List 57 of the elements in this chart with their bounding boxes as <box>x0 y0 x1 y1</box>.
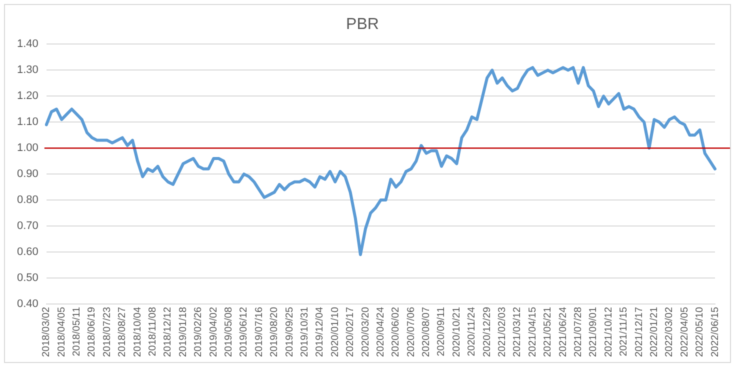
x-tick-label: 2020/10/21 <box>451 306 462 358</box>
y-tick-label: 1.30 <box>16 64 38 76</box>
x-tick-label: 2021/04/15 <box>527 306 538 358</box>
x-tick-label: 2019/07/16 <box>254 306 265 358</box>
x-tick-label: 2018/05/11 <box>72 306 83 356</box>
x-tick-label: 2019/05/08 <box>224 306 234 358</box>
x-tick-label: 2022/01/21 <box>648 306 660 358</box>
x-tick-label: 2021/05/21 <box>542 306 554 358</box>
y-tick-label: 1.00 <box>16 142 38 154</box>
x-tick-label: 2019/08/20 <box>269 306 280 358</box>
y-tick-label: 1.20 <box>16 90 38 102</box>
x-tick-label: 2020/06/02 <box>390 306 402 358</box>
x-tick-label: 2021/09/01 <box>588 306 600 358</box>
x-tick-label: 2021/02/03 <box>497 306 508 358</box>
x-tick-label: 2019/09/25 <box>284 306 296 358</box>
chart-title: PBR <box>346 16 379 34</box>
y-tick-label: 1.40 <box>16 38 38 50</box>
x-tick-label: 2022/05/10 <box>694 306 706 358</box>
x-tick-label: 2019/02/26 <box>193 306 204 358</box>
x-tick-label: 2018/12/12 <box>162 306 174 358</box>
y-tick-label: 0.40 <box>16 298 38 310</box>
x-tick-label: 2020/12/29 <box>482 306 493 358</box>
y-tick-label: 0.70 <box>16 220 38 232</box>
x-tick-label: 2019/01/18 <box>178 306 189 358</box>
y-tick-label: 0.50 <box>16 272 38 284</box>
x-tick-label: 2021/11/15 <box>618 306 630 356</box>
x-tick-label: 2021/03/12 <box>512 306 524 358</box>
x-tick-label: 2020/11/24 <box>466 306 478 356</box>
x-tick-label: 2020/07/06 <box>406 306 417 358</box>
x-tick-label: 2020/03/20 <box>360 306 372 358</box>
x-tick-label: 2018/03/02 <box>41 306 52 358</box>
x-tick-label: 2020/08/07 <box>421 306 432 358</box>
y-tick-label: 0.90 <box>16 168 38 180</box>
x-tick-label: 2021/06/24 <box>558 306 569 358</box>
x-tick-label: 2018/08/27 <box>117 306 128 358</box>
x-tick-label: 2021/12/17 <box>634 306 645 358</box>
x-tick-label: 2018/11/08 <box>148 306 159 356</box>
y-tick-label: 1.10 <box>16 116 38 128</box>
x-tick-label: 2018/04/05 <box>56 306 68 358</box>
x-tick-label: 2022/04/05 <box>679 306 690 358</box>
x-tick-label: 2018/07/23 <box>102 306 113 358</box>
x-tick-label: 2020/04/24 <box>375 306 386 358</box>
x-tick-label: 2020/01/10 <box>330 306 341 358</box>
x-tick-label: 2020/09/11 <box>436 306 448 356</box>
x-tick-label: 2020/02/17 <box>345 306 356 358</box>
x-tick-label: 2019/04/02 <box>208 306 220 358</box>
x-tick-label: 2018/06/19 <box>86 306 98 358</box>
x-tick-label: 2019/06/12 <box>238 306 250 358</box>
y-tick-label: 0.80 <box>16 194 38 206</box>
x-tick-label: 2021/10/12 <box>603 306 614 358</box>
x-tick-label: 2018/10/04 <box>132 306 144 358</box>
y-tick-label: 0.60 <box>16 246 38 258</box>
x-tick-label: 2022/03/02 <box>664 306 676 358</box>
x-tick-label: 2021/07/28 <box>572 306 584 358</box>
x-tick-label: 2019/10/31 <box>299 306 310 358</box>
x-tick-label: 2022/06/15 <box>710 306 721 358</box>
x-tick-label: 2019/12/04 <box>314 306 326 358</box>
